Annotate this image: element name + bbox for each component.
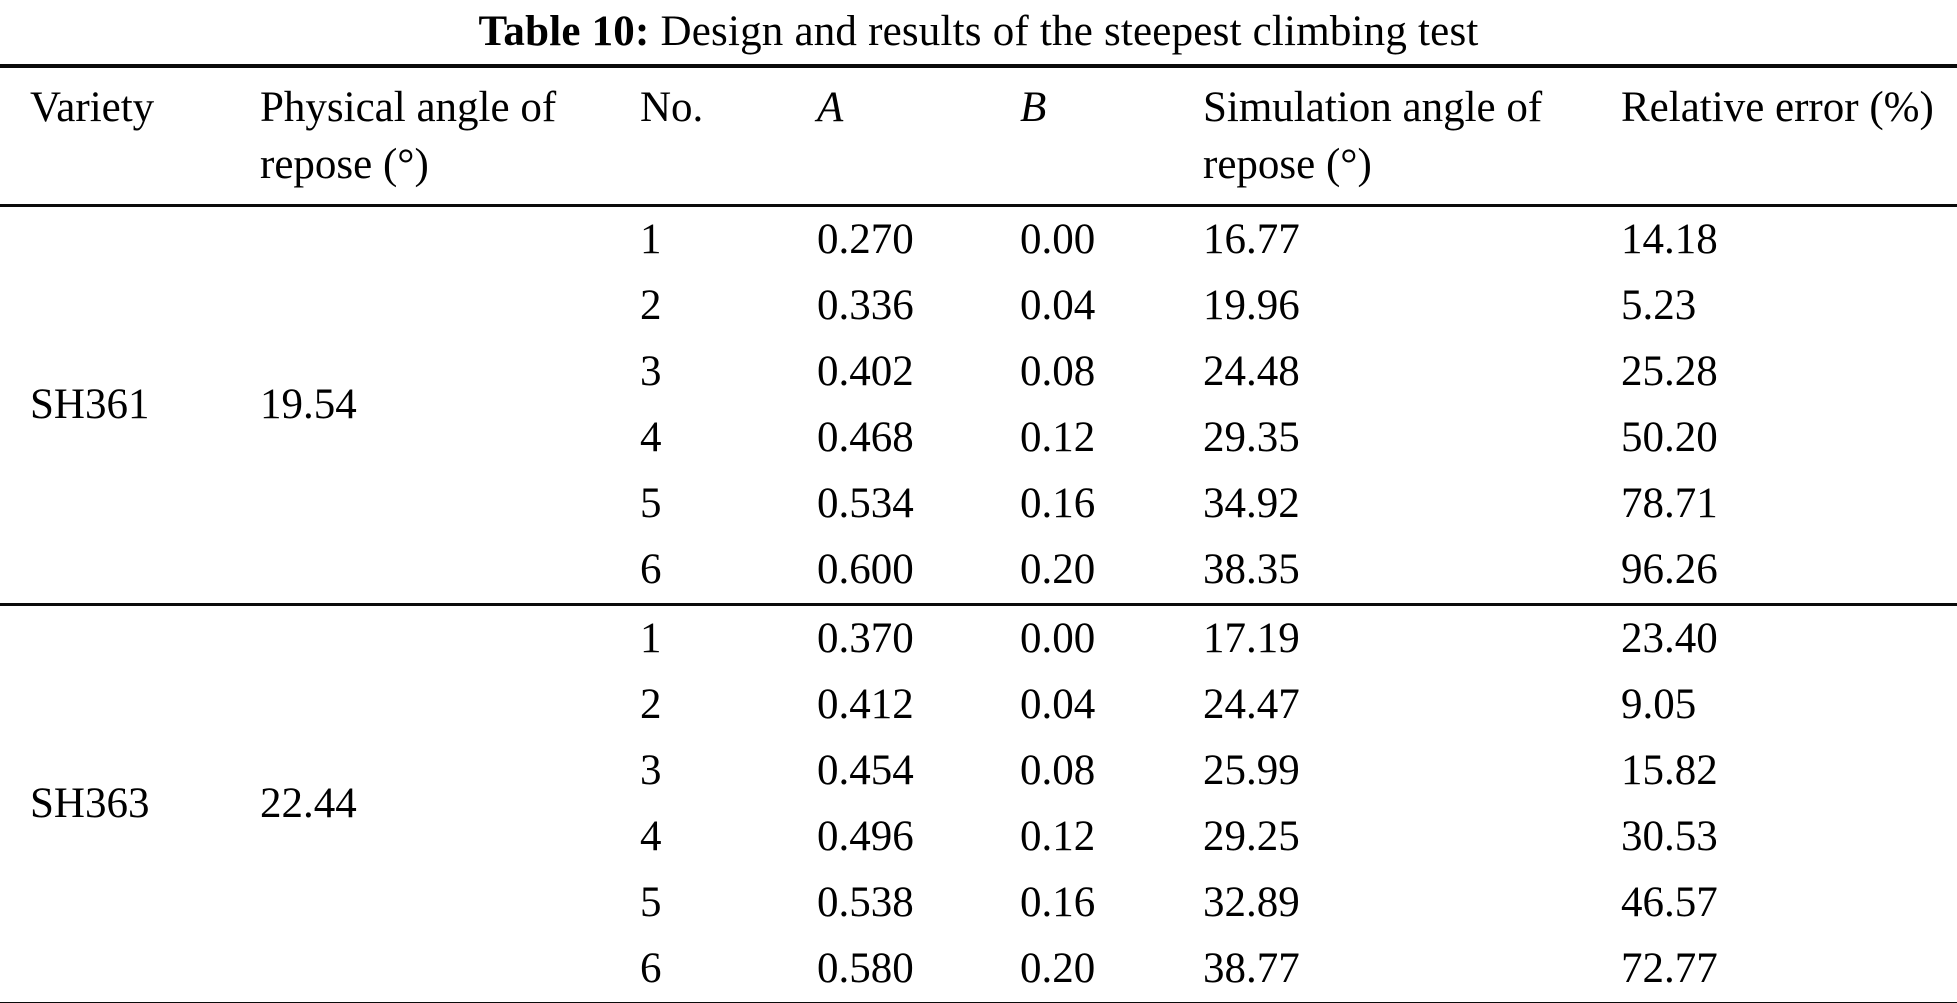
cell-a: 0.580	[817, 944, 914, 992]
cell-rel-error: 14.18	[1621, 215, 1718, 263]
table-row: 6 0.600 0.20 38.35 96.26	[0, 537, 1957, 605]
cell-no: 6	[640, 545, 662, 593]
cell-sim-angle: 24.48	[1203, 347, 1300, 395]
cell-b: 0.04	[1020, 281, 1096, 329]
table-row: 4 0.496 0.12 29.25 30.53	[0, 804, 1957, 870]
col-header-a: A	[817, 84, 844, 131]
table-caption: Table 10: Design and results of the stee…	[0, 0, 1957, 58]
cell-b: 0.04	[1020, 680, 1096, 728]
cell-b: 0.00	[1020, 215, 1096, 263]
cell-b: 0.16	[1020, 479, 1096, 527]
cell-no: 1	[640, 614, 662, 662]
cell-sim-angle: 24.47	[1203, 680, 1300, 728]
col-header-no: No.	[640, 84, 704, 131]
cell-rel-error: 96.26	[1621, 545, 1718, 593]
cell-a: 0.600	[817, 545, 914, 593]
cell-b: 0.08	[1020, 746, 1096, 794]
cell-rel-error: 25.28	[1621, 347, 1718, 395]
col-header-b: B	[1020, 84, 1047, 131]
cell-no: 2	[640, 680, 662, 728]
table-row: 5 0.534 0.16 34.92 78.71	[0, 471, 1957, 537]
cell-rel-error: 15.82	[1621, 746, 1718, 794]
cell-sim-angle: 19.96	[1203, 281, 1300, 329]
table-row: SH363 22.44 1 0.370 0.00 17.19 23.40	[0, 604, 1957, 827]
cell-no: 3	[640, 746, 662, 794]
cell-a: 0.538	[817, 878, 914, 926]
table-row: 5 0.538 0.16 32.89 46.57	[0, 870, 1957, 936]
cell-sim-angle: 29.35	[1203, 413, 1300, 461]
cell-a: 0.270	[817, 215, 914, 263]
cell-sim-angle: 32.89	[1203, 878, 1300, 926]
col-header-rel-error: Relative error (%)	[1621, 84, 1934, 131]
col-header-physical-angle: Physical angle of repose (°)	[260, 84, 557, 188]
col-header-sim-angle: Simulation angle of repose (°)	[1203, 84, 1543, 188]
cell-no: 5	[640, 479, 662, 527]
cell-b: 0.12	[1020, 812, 1096, 860]
table-row: 4 0.468 0.12 29.35 50.20	[0, 405, 1957, 471]
table-caption-text: Design and results of the steepest climb…	[660, 8, 1479, 55]
table-caption-label: Table 10:	[478, 8, 650, 55]
cell-variety: SH361	[30, 380, 150, 428]
table-row: SH361 19.54 1 0.270 0.00 16.77 14.18	[0, 205, 1957, 428]
group-sh361: SH361 19.54 1 0.270 0.00 16.77 14.18 2 0…	[0, 205, 1957, 604]
cell-b: 0.16	[1020, 878, 1096, 926]
cell-sim-angle: 25.99	[1203, 746, 1300, 794]
cell-rel-error: 46.57	[1621, 878, 1718, 926]
col-header-variety: Variety	[30, 84, 155, 131]
cell-rel-error: 30.53	[1621, 812, 1718, 860]
cell-rel-error: 72.77	[1621, 944, 1718, 992]
cell-a: 0.454	[817, 746, 914, 794]
group-sh363: SH363 22.44 1 0.370 0.00 17.19 23.40 2 0…	[0, 604, 1957, 1003]
cell-no: 5	[640, 878, 662, 926]
cell-sim-angle: 34.92	[1203, 479, 1300, 527]
cell-rel-error: 5.23	[1621, 281, 1697, 329]
cell-sim-angle: 38.77	[1203, 944, 1300, 992]
cell-rel-error: 78.71	[1621, 479, 1718, 527]
cell-sim-angle: 16.77	[1203, 215, 1300, 263]
cell-b: 0.00	[1020, 614, 1096, 662]
table-row: 2 0.412 0.04 24.47 9.05	[0, 672, 1957, 738]
table-row: 6 0.580 0.20 38.77 72.77	[0, 936, 1957, 1003]
cell-a: 0.412	[817, 680, 914, 728]
cell-physical-angle: 22.44	[260, 779, 357, 827]
cell-no: 1	[640, 215, 662, 263]
cell-a: 0.534	[817, 479, 914, 527]
cell-sim-angle: 38.35	[1203, 545, 1300, 593]
cell-rel-error: 23.40	[1621, 614, 1718, 662]
cell-no: 2	[640, 281, 662, 329]
results-table: Variety Physical angle of repose (°) No.…	[0, 64, 1957, 1003]
cell-a: 0.402	[817, 347, 914, 395]
cell-no: 3	[640, 347, 662, 395]
cell-sim-angle: 17.19	[1203, 614, 1300, 662]
cell-no: 4	[640, 812, 662, 860]
cell-a: 0.496	[817, 812, 914, 860]
table-header: Variety Physical angle of repose (°) No.…	[0, 66, 1957, 205]
cell-no: 6	[640, 944, 662, 992]
table-row: 3 0.454 0.08 25.99 15.82	[0, 738, 1957, 804]
cell-rel-error: 50.20	[1621, 413, 1718, 461]
cell-sim-angle: 29.25	[1203, 812, 1300, 860]
header-row: Variety Physical angle of repose (°) No.…	[0, 66, 1957, 205]
cell-no: 4	[640, 413, 662, 461]
cell-b: 0.20	[1020, 545, 1096, 593]
cell-b: 0.08	[1020, 347, 1096, 395]
cell-physical-angle: 19.54	[260, 380, 357, 428]
cell-a: 0.370	[817, 614, 914, 662]
table-row: 3 0.402 0.08 24.48 25.28	[0, 339, 1957, 405]
cell-variety: SH363	[30, 779, 150, 827]
cell-rel-error: 9.05	[1621, 680, 1697, 728]
cell-a: 0.336	[817, 281, 914, 329]
cell-b: 0.12	[1020, 413, 1096, 461]
cell-a: 0.468	[817, 413, 914, 461]
table-row: 2 0.336 0.04 19.96 5.23	[0, 273, 1957, 339]
cell-b: 0.20	[1020, 944, 1096, 992]
